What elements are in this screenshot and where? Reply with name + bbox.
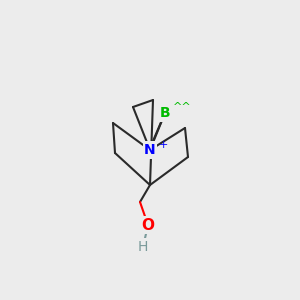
Text: H: H [138,240,148,254]
Text: B: B [160,106,170,120]
Text: O: O [142,218,154,232]
Text: +: + [158,140,168,150]
Text: ^^: ^^ [172,102,191,112]
Text: N: N [144,143,156,157]
